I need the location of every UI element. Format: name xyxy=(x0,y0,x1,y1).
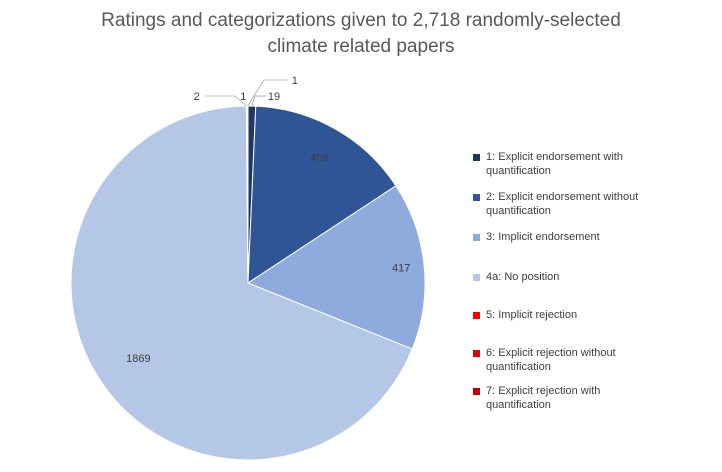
pie-slice-no-position xyxy=(70,105,413,461)
legend-item-explicit-endorsement-with-quantification: 1: Explicit endorsement with quantificati… xyxy=(473,150,713,178)
legend-label: 5: Implicit rejection xyxy=(486,308,577,322)
legend-label: 6: Explicit rejection without quantificat… xyxy=(486,346,616,374)
data-label-implicit-rejection: 2 xyxy=(194,91,200,103)
legend-label-line: quantification xyxy=(486,165,551,177)
chart-title-line-2: climate related papers xyxy=(267,36,455,57)
legend-label-line: 4a: No position xyxy=(486,271,560,283)
legend-label-line: quantification xyxy=(486,205,551,217)
legend-item-implicit-rejection: 5: Implicit rejection xyxy=(473,308,713,322)
data-label-explicit-rejection-without-quantification: 1 xyxy=(240,91,246,103)
chart-title-line-1: Ratings and categorizations given to 2,7… xyxy=(101,10,621,31)
legend-label-line: quantification xyxy=(486,399,551,411)
pie-slice-implicit-endorsement xyxy=(246,185,426,350)
legend-item-explicit-endorsement-without-quantification: 2: Explicit endorsement without quantific… xyxy=(473,190,713,218)
data-label-explicit-rejection-with-quantification: 1 xyxy=(292,75,298,87)
legend-item-implicit-endorsement: 3: Implicit endorsement xyxy=(473,230,713,244)
legend-label-line: quantification xyxy=(486,361,551,373)
pie-slice-explicit-endorsement-without-quantification xyxy=(247,105,397,284)
leader-line-implicit-rejection xyxy=(204,95,248,107)
legend-item-explicit-rejection-with-quantification: 7: Explicit rejection with quantification xyxy=(473,384,713,412)
data-label-explicit-endorsement-with-quantification: 19 xyxy=(268,91,280,103)
legend-label: 1: Explicit endorsement with quantificati… xyxy=(486,150,623,178)
data-label-implicit-endorsement: 417 xyxy=(392,263,410,275)
data-label-explicit-endorsement-without-quantification: 409 xyxy=(311,152,329,164)
chart-title: Ratings and categorizations given to 2,7… xyxy=(0,8,722,60)
legend-swatch xyxy=(473,234,480,241)
legend-label: 2: Explicit endorsement without quantific… xyxy=(486,190,638,218)
legend-swatch xyxy=(473,312,480,319)
legend-swatch xyxy=(473,350,480,357)
leader-line-explicit-endorsement-with-quantification xyxy=(251,95,266,107)
legend-swatch xyxy=(473,274,480,281)
legend-item-explicit-rejection-without-quantification: 6: Explicit rejection without quantificat… xyxy=(473,346,713,374)
leader-line-explicit-rejection-with-quantification xyxy=(247,79,288,107)
legend-label-line: 3: Implicit endorsement xyxy=(486,231,600,243)
legend-swatch xyxy=(473,154,480,161)
legend-label-line: 6: Explicit rejection without xyxy=(486,347,616,359)
legend-label-line: 2: Explicit endorsement without xyxy=(486,191,639,203)
legend-label-line: 1: Explicit endorsement with xyxy=(486,151,623,163)
data-label-no-position: 1869 xyxy=(126,353,150,365)
legend-label: 3: Implicit endorsement xyxy=(486,230,600,244)
legend-label-line: 7: Explicit rejection with xyxy=(486,385,601,397)
legend-label: 4a: No position xyxy=(486,270,559,284)
legend-label-line: 5: Implicit rejection xyxy=(486,309,578,321)
legend-swatch xyxy=(473,388,480,395)
legend-item-no-position: 4a: No position xyxy=(473,270,713,284)
legend-swatch xyxy=(473,194,480,201)
legend-label: 7: Explicit rejection with quantification xyxy=(486,384,600,412)
